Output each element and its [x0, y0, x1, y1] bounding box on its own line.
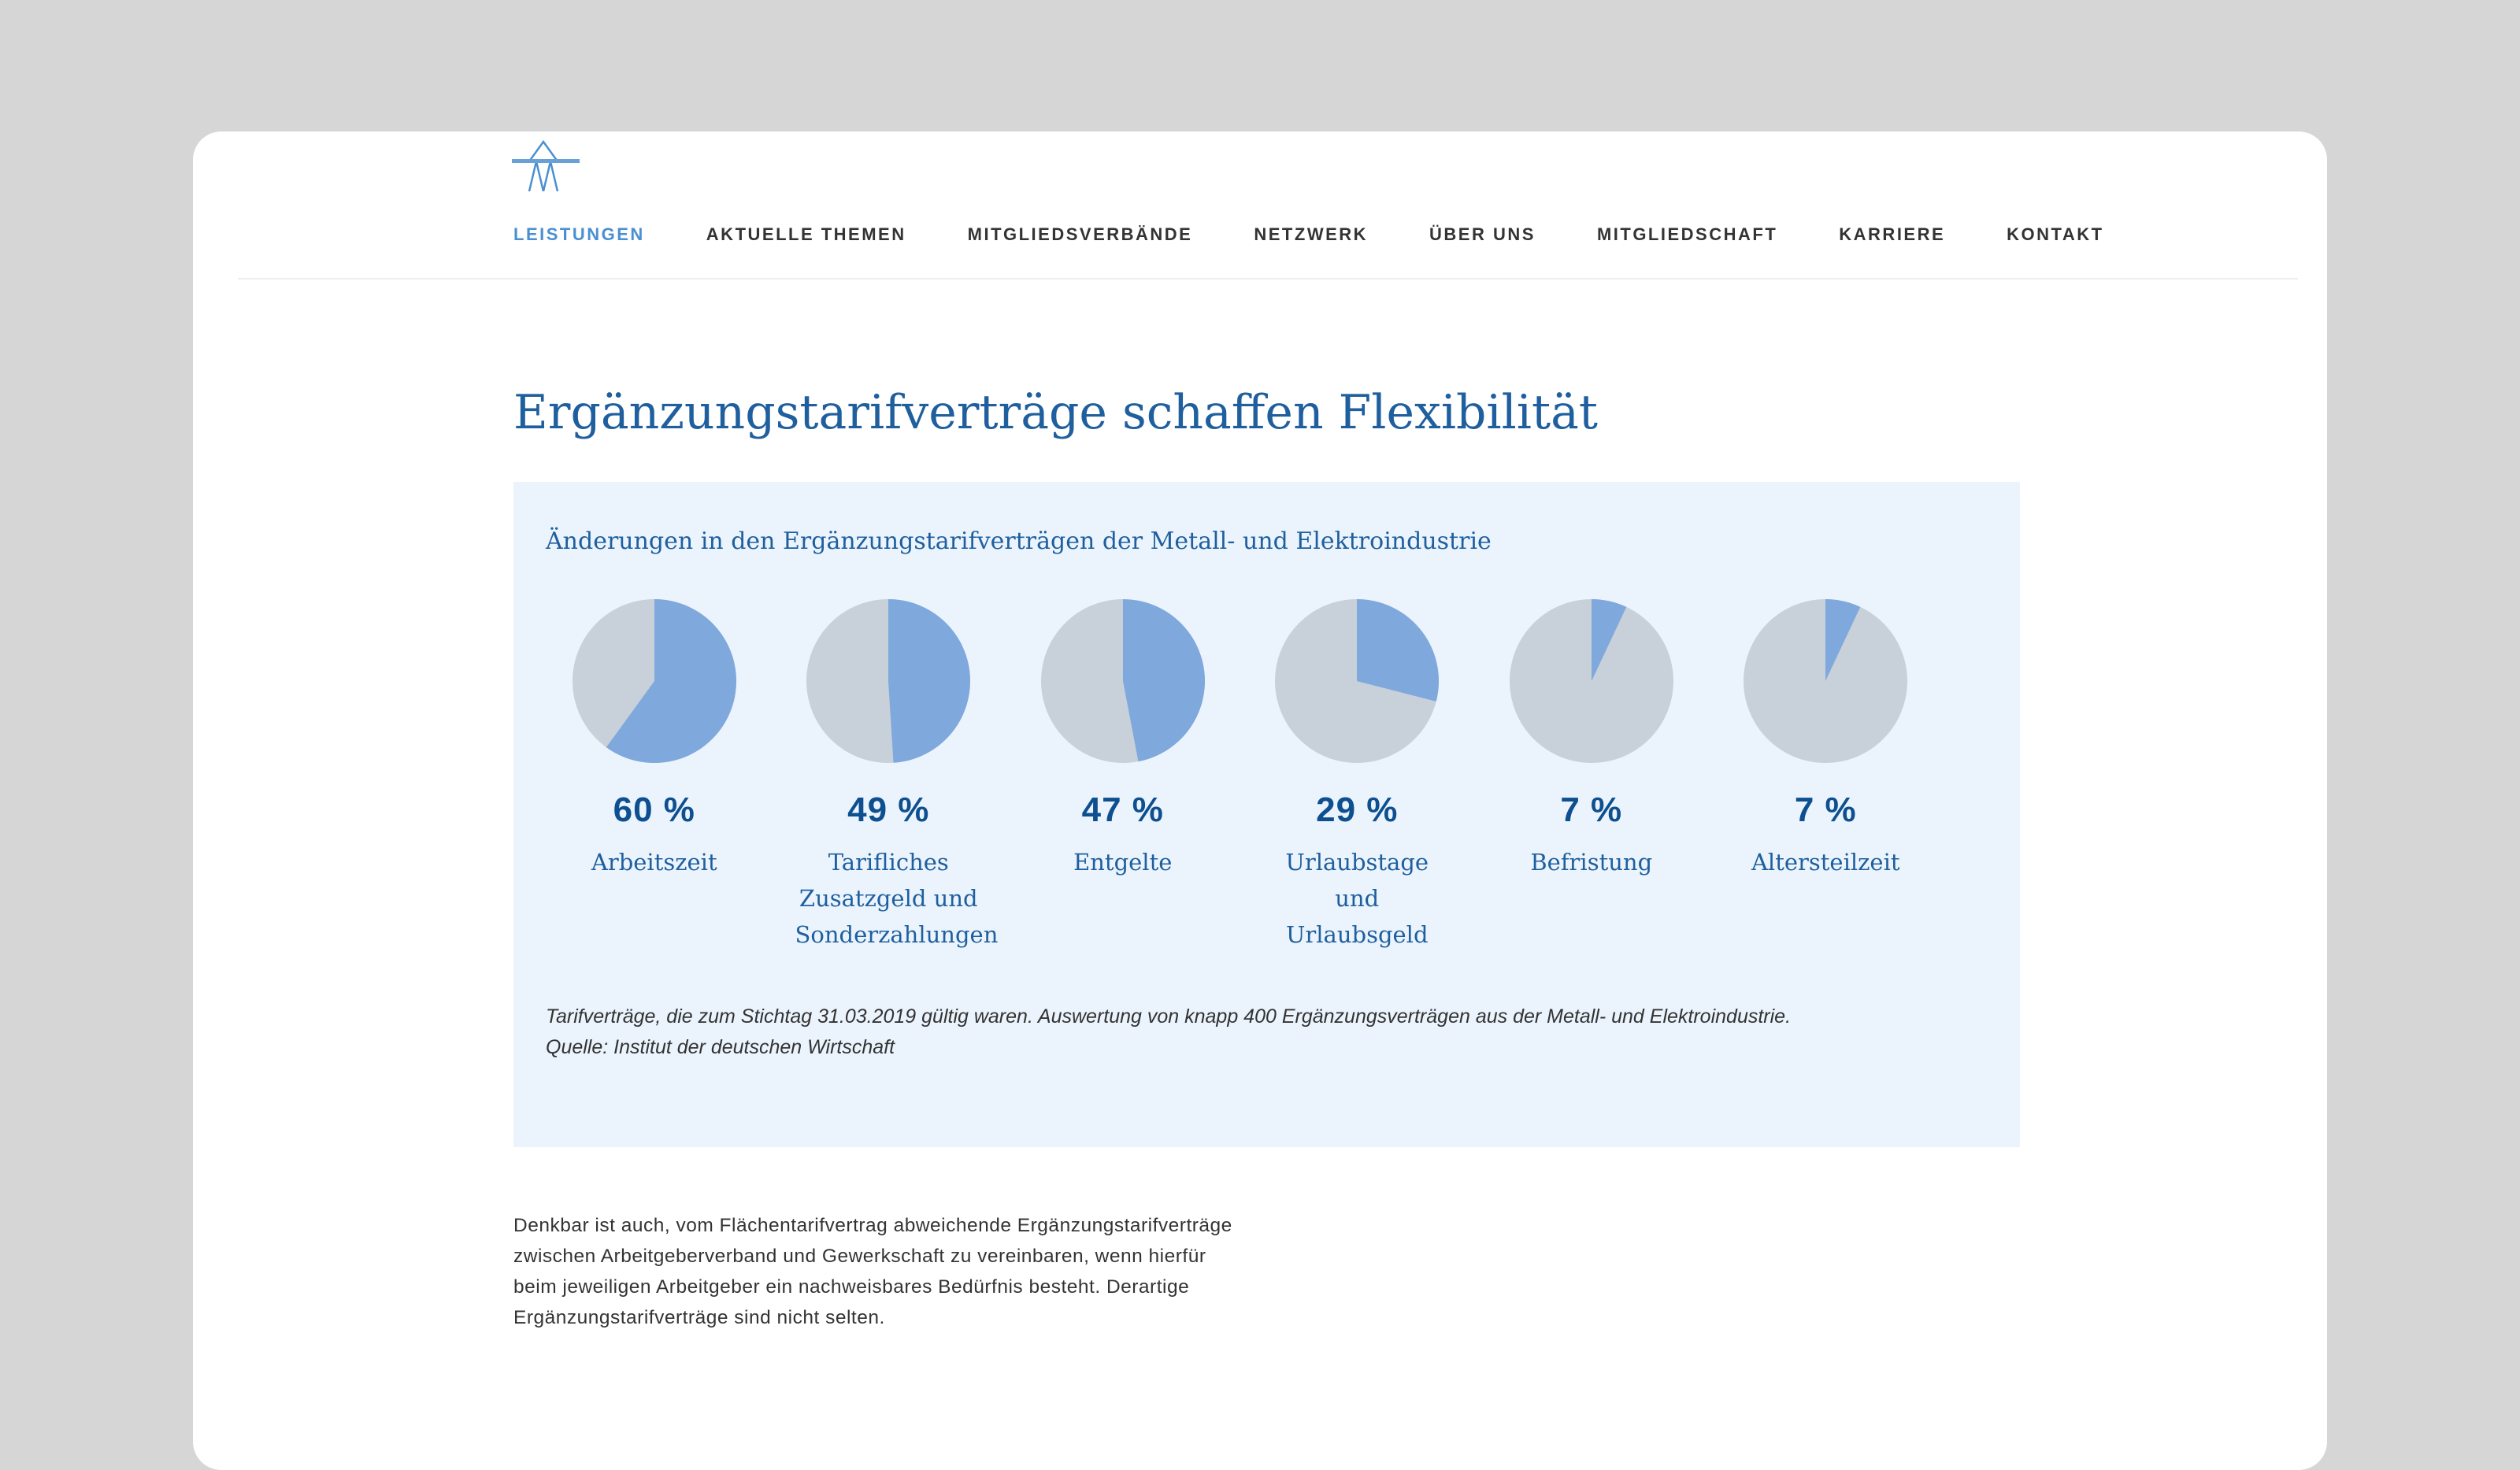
pie-percent: 7 %: [1794, 791, 1857, 829]
pie-chart-item: 47 % Entgelte: [1006, 598, 1240, 953]
logo-icon[interactable]: [512, 139, 580, 191]
pie-chart: [572, 599, 736, 763]
pie-chart-item: 49 % Tarifliches Zusatzgeld und Sonderzah…: [772, 598, 1006, 953]
pie-label: Altersteilzeit: [1751, 849, 1900, 876]
body-paragraph: Denkbar ist auch, vom Flächentarifvertra…: [513, 1214, 1232, 1328]
nav-aktuelle-themen[interactable]: AKTUELLE THEMEN: [706, 224, 906, 244]
pie-label: Urlaubstage und Urlaubsgeld: [1285, 849, 1429, 948]
nav-kontakt[interactable]: KONTAKT: [2007, 224, 2104, 244]
pie-slice-value: [606, 599, 736, 763]
pie-label: Arbeitszeit: [591, 849, 717, 876]
pie-chart: [1275, 599, 1440, 763]
chart-footnote: Tarifverträge, die zum Stichtag 31.03.20…: [546, 1002, 1791, 1063]
pie-label: Befristung: [1530, 849, 1653, 876]
footnote-text: Tarifverträge, die zum Stichtag 31.03.20…: [546, 1005, 1792, 1028]
nav-karriere[interactable]: KARRIERE: [1839, 224, 1946, 244]
pie-chart-item: 29 % Urlaubstage und Urlaubsgeld: [1240, 598, 1475, 953]
source-text: Quelle: Institut der deutschen Wirtschaf…: [546, 1036, 895, 1058]
pie-label: Tarifliches Zusatzgeld und Sonderzahlung…: [795, 849, 999, 948]
pie-chart: [1509, 599, 1673, 763]
pie-chart-item: 7 % Befristung: [1474, 598, 1709, 953]
pie-chart: [1744, 599, 1908, 763]
pie-chart-item: 7 % Altersteilzeit: [1709, 598, 1944, 953]
pie-slice-value: [1825, 599, 1861, 681]
pie-slice-value: [1357, 599, 1440, 702]
nav-mitgliedschaft[interactable]: MITGLIEDSCHAFT: [1596, 224, 1778, 244]
pie-slice-value: [1591, 599, 1627, 681]
main-nav: LEISTUNGEN AKTUELLE THEMEN MITGLIEDSVERB…: [513, 224, 2166, 245]
page-card: LEISTUNGEN AKTUELLE THEMEN MITGLIEDSVERB…: [193, 131, 2327, 1470]
chart-box: Änderungen in den Ergänzungstarifverträg…: [513, 482, 2020, 1147]
pie-percent: 60 %: [613, 791, 695, 829]
pie-slice-value: [1122, 599, 1205, 762]
header-divider: [238, 278, 2298, 280]
pie-chart: [806, 599, 971, 763]
pie-row: 60 % Arbeitszeit 49 % Tarifliches Zusatzgel…: [537, 598, 1943, 953]
pie-percent: 7 %: [1560, 791, 1623, 829]
pie-percent: 49 %: [847, 791, 930, 829]
pie-percent: 29 %: [1316, 791, 1399, 829]
nav-ueber-uns[interactable]: ÜBER UNS: [1429, 224, 1536, 244]
pie-percent: 47 %: [1081, 791, 1164, 829]
nav-mitgliedsverbaende[interactable]: MITGLIEDSVERBÄNDE: [967, 224, 1193, 244]
page-title: Ergänzungstarifverträge schaffen Flexibi…: [513, 385, 1598, 440]
pie-chart-item: 60 % Arbeitszeit: [537, 598, 772, 953]
nav-netzwerk[interactable]: NETZWERK: [1254, 224, 1369, 244]
pie-label: Entgelte: [1073, 849, 1173, 876]
pie-slice-value: [888, 599, 971, 763]
pie-chart: [1040, 599, 1205, 763]
nav-leistungen[interactable]: LEISTUNGEN: [513, 224, 645, 244]
chart-title: Änderungen in den Ergänzungstarifverträg…: [546, 528, 1492, 555]
